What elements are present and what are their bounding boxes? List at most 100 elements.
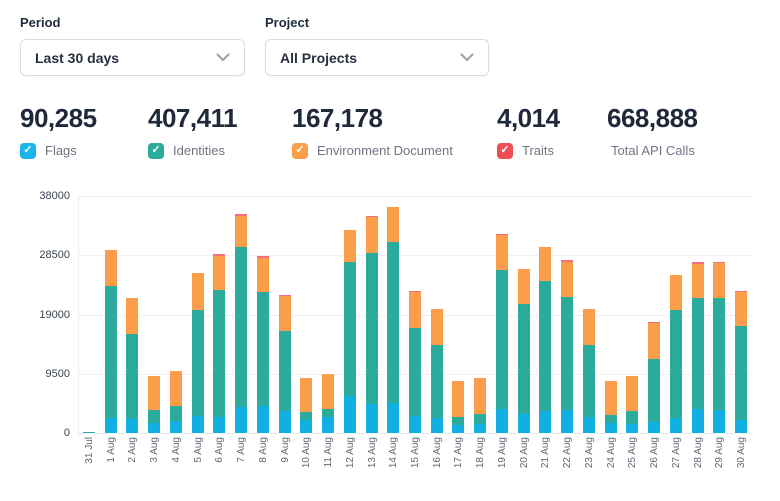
chart-bar-1-aug[interactable] — [104, 249, 117, 433]
chart-bar-18-aug[interactable] — [474, 378, 487, 433]
project-dropdown-value: All Projects — [280, 49, 358, 66]
bar-segment-environment-document — [322, 374, 335, 409]
x-axis-tick-label: 26 Aug — [649, 437, 661, 469]
project-dropdown[interactable]: All Projects — [265, 39, 489, 76]
bar-segment-environment-document — [235, 215, 248, 248]
x-axis-tick-label: 14 Aug — [388, 437, 400, 469]
y-axis-tick-label: 19000 — [39, 308, 70, 321]
chart-bar-21-aug[interactable] — [539, 247, 552, 433]
bar-segment-traits — [365, 215, 378, 218]
bar-segment-flags — [517, 414, 530, 433]
chart-bar-5-aug[interactable] — [191, 273, 204, 433]
chart-bar-28-aug[interactable] — [691, 262, 704, 433]
environment-document-checkbox[interactable] — [292, 142, 308, 159]
stat-traits: 4,014 Traits — [497, 104, 560, 159]
chart-bar-12-aug[interactable] — [343, 229, 356, 433]
chart-bar-2-aug[interactable] — [126, 298, 139, 433]
bar-segment-identities — [495, 269, 508, 410]
bar-segment-environment-document — [713, 263, 726, 298]
period-dropdown[interactable]: Last 30 days — [20, 39, 245, 76]
period-label: Period — [20, 15, 61, 30]
bar-segment-identities — [604, 414, 617, 424]
chart-bar-24-aug[interactable] — [604, 380, 617, 433]
traits-count: 4,014 — [497, 103, 560, 133]
x-axis-tick-label: 12 Aug — [344, 437, 356, 469]
chart-bar-14-aug[interactable] — [387, 207, 400, 433]
chart-bar-3-aug[interactable] — [148, 376, 161, 433]
chart-bar-9-aug[interactable] — [278, 295, 291, 433]
chart-bar-27-aug[interactable] — [669, 275, 682, 433]
chart-bar-11-aug[interactable] — [322, 374, 335, 433]
flags-count: 90,285 — [20, 103, 97, 133]
bar-segment-identities — [582, 345, 595, 417]
identities-checkbox[interactable] — [148, 142, 164, 159]
bar-segment-identities — [430, 345, 443, 419]
chart-bar-23-aug[interactable] — [582, 308, 595, 433]
chart-bar-30-aug[interactable] — [735, 291, 748, 433]
x-axis-tick-label: 21 Aug — [540, 437, 552, 469]
bar-segment-environment-document — [213, 255, 226, 290]
bar-segment-environment-document — [539, 247, 552, 282]
chart-bar-10-aug[interactable] — [300, 378, 313, 433]
bar-segment-identities — [213, 289, 226, 417]
bar-segment-identities — [235, 247, 248, 408]
x-axis-tick-label: 24 Aug — [605, 437, 617, 469]
bar-segment-flags — [604, 423, 617, 433]
chart-bar-19-aug[interactable] — [495, 234, 508, 433]
chart-bar-25-aug[interactable] — [626, 376, 639, 433]
bar-segment-identities — [474, 413, 487, 424]
bar-segment-flags — [235, 407, 248, 433]
x-axis-tick-label: 17 Aug — [453, 437, 465, 469]
flags-checkbox[interactable] — [20, 142, 36, 159]
stat-flags: 90,285 Flags — [20, 104, 97, 159]
chart-bar-29-aug[interactable] — [713, 261, 726, 433]
bar-segment-flags — [539, 411, 552, 433]
usage-chart: 0 9500 19000 28500 38000 31 Jul 1 Aug 2 Aug 3 Au… — [0, 185, 780, 501]
bar-segment-identities — [278, 330, 291, 411]
traits-checkbox[interactable] — [497, 142, 513, 159]
x-axis-tick-label: 3 Aug — [149, 437, 161, 463]
chart-bar-31-jul[interactable] — [82, 432, 95, 433]
chart-bar-22-aug[interactable] — [561, 260, 574, 433]
x-axis-tick-label: 28 Aug — [692, 437, 704, 469]
environment-document-label: Environment Document — [317, 143, 453, 159]
bar-segment-flags — [430, 418, 443, 433]
bar-segment-identities — [713, 297, 726, 410]
bar-segment-identities — [539, 281, 552, 412]
bar-segment-identities — [452, 416, 465, 425]
bar-segment-environment-document — [735, 292, 748, 327]
bar-segment-identities — [191, 310, 204, 416]
x-axis-tick-label: 18 Aug — [475, 437, 487, 469]
chart-bar-7-aug[interactable] — [235, 213, 248, 433]
x-axis-tick-label: 22 Aug — [562, 437, 574, 469]
bar-segment-identities — [82, 432, 95, 433]
chart-bar-4-aug[interactable] — [169, 370, 182, 433]
bar-segment-traits — [495, 234, 508, 236]
chart-bar-6-aug[interactable] — [213, 254, 226, 433]
bar-segment-environment-document — [561, 261, 574, 298]
x-axis-tick-label: 16 Aug — [431, 437, 443, 469]
chart-bar-26-aug[interactable] — [648, 322, 661, 433]
x-axis-tick-label: 15 Aug — [410, 437, 421, 469]
bar-segment-identities — [343, 262, 356, 396]
chart-bar-16-aug[interactable] — [430, 308, 443, 433]
chart-bar-15-aug[interactable] — [409, 291, 421, 433]
chart-bar-17-aug[interactable] — [452, 380, 465, 433]
environment-document-count: 167,178 — [292, 103, 383, 133]
x-axis-tick-label: 30 Aug — [736, 437, 748, 469]
chart-bar-13-aug[interactable] — [365, 215, 378, 433]
bar-segment-identities — [365, 252, 378, 405]
bar-segment-flags — [561, 409, 574, 433]
chart-bar-8-aug[interactable] — [256, 255, 269, 433]
x-axis-tick-label: 10 Aug — [301, 437, 313, 469]
y-axis-tick-label: 28500 — [39, 249, 70, 262]
bar-segment-flags — [104, 418, 117, 433]
bar-segment-traits — [713, 261, 726, 264]
x-axis-tick-label: 6 Aug — [214, 437, 226, 463]
bar-segment-environment-document — [517, 268, 530, 304]
bar-segment-traits — [691, 262, 704, 264]
x-axis-tick-label: 29 Aug — [714, 437, 726, 469]
bar-segment-environment-document — [582, 308, 595, 346]
chart-bar-20-aug[interactable] — [517, 268, 530, 433]
